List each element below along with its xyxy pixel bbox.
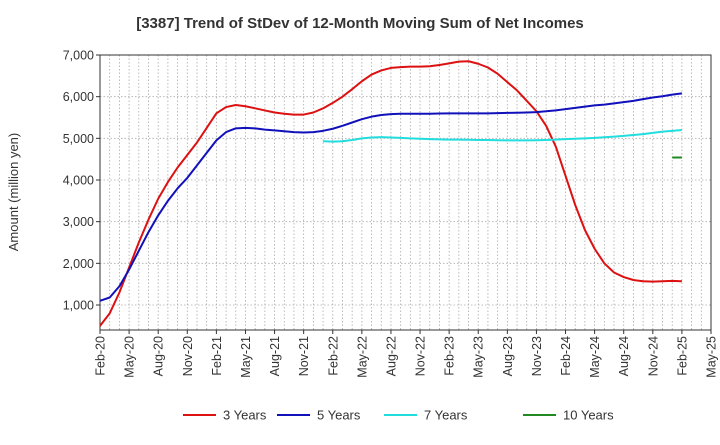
plot-frame — [99, 54, 712, 331]
x-tick-label: Aug-21 — [268, 336, 282, 376]
x-tick-label: May-22 — [355, 336, 369, 378]
x-tick-label: May-23 — [472, 336, 486, 378]
x-tick-label: Aug-20 — [152, 336, 166, 376]
x-tick-label: May-21 — [239, 336, 253, 378]
x-tick-label: Nov-23 — [530, 336, 544, 376]
x-tick-label: Aug-23 — [501, 336, 515, 376]
x-tick-label: Feb-23 — [443, 336, 457, 376]
legend-label-7-years: 7 Years — [424, 408, 468, 423]
x-tick-label: Nov-22 — [414, 336, 428, 376]
series-line-3-years — [99, 60, 682, 327]
y-tick-label: 7,000 — [63, 49, 94, 63]
legend: 3 Years 5 Years 7 Years 10 Years — [183, 408, 614, 423]
y-tick-label: 5,000 — [63, 132, 94, 146]
legend-label-5-years: 5 Years — [317, 408, 361, 423]
y-tick-label: 1,000 — [63, 299, 94, 313]
y-tick-label: 3,000 — [63, 215, 94, 229]
chart-title: [3387] Trend of StDev of 12-Month Moving… — [136, 15, 584, 32]
series-lines — [99, 60, 683, 327]
x-tick-label: Nov-20 — [181, 336, 195, 376]
gridlines — [100, 54, 711, 330]
x-tick-label: Nov-21 — [297, 336, 311, 376]
legend-label-10-years: 10 Years — [563, 408, 614, 423]
y-tick-label: 2,000 — [63, 257, 94, 271]
x-tick-label: Feb-20 — [94, 336, 108, 376]
x-tick-label: Feb-24 — [559, 336, 573, 376]
x-tick-label: Aug-22 — [384, 336, 398, 376]
x-tick-label: May-20 — [123, 336, 137, 378]
series-line-7-years — [323, 129, 682, 143]
x-tick-label: May-25 — [705, 336, 719, 378]
axes: 1,000 2,000 3,000 4,000 5,000 6,000 7,000 Feb-2… — [63, 49, 719, 378]
x-tick-label: Aug-24 — [617, 336, 631, 376]
x-tick-label: Feb-21 — [210, 336, 224, 376]
series-line-5-years — [99, 92, 683, 302]
x-tick-label: Feb-22 — [326, 336, 340, 376]
y-tick-label: 6,000 — [63, 90, 94, 104]
x-tick-label: Nov-24 — [646, 336, 660, 376]
x-tick-label: May-24 — [588, 336, 602, 378]
y-tick-label: 4,000 — [63, 174, 94, 188]
legend-label-3-years: 3 Years — [223, 408, 267, 423]
x-tick-label: Feb-25 — [675, 336, 689, 376]
y-axis-title: Amount (million yen) — [6, 133, 21, 252]
